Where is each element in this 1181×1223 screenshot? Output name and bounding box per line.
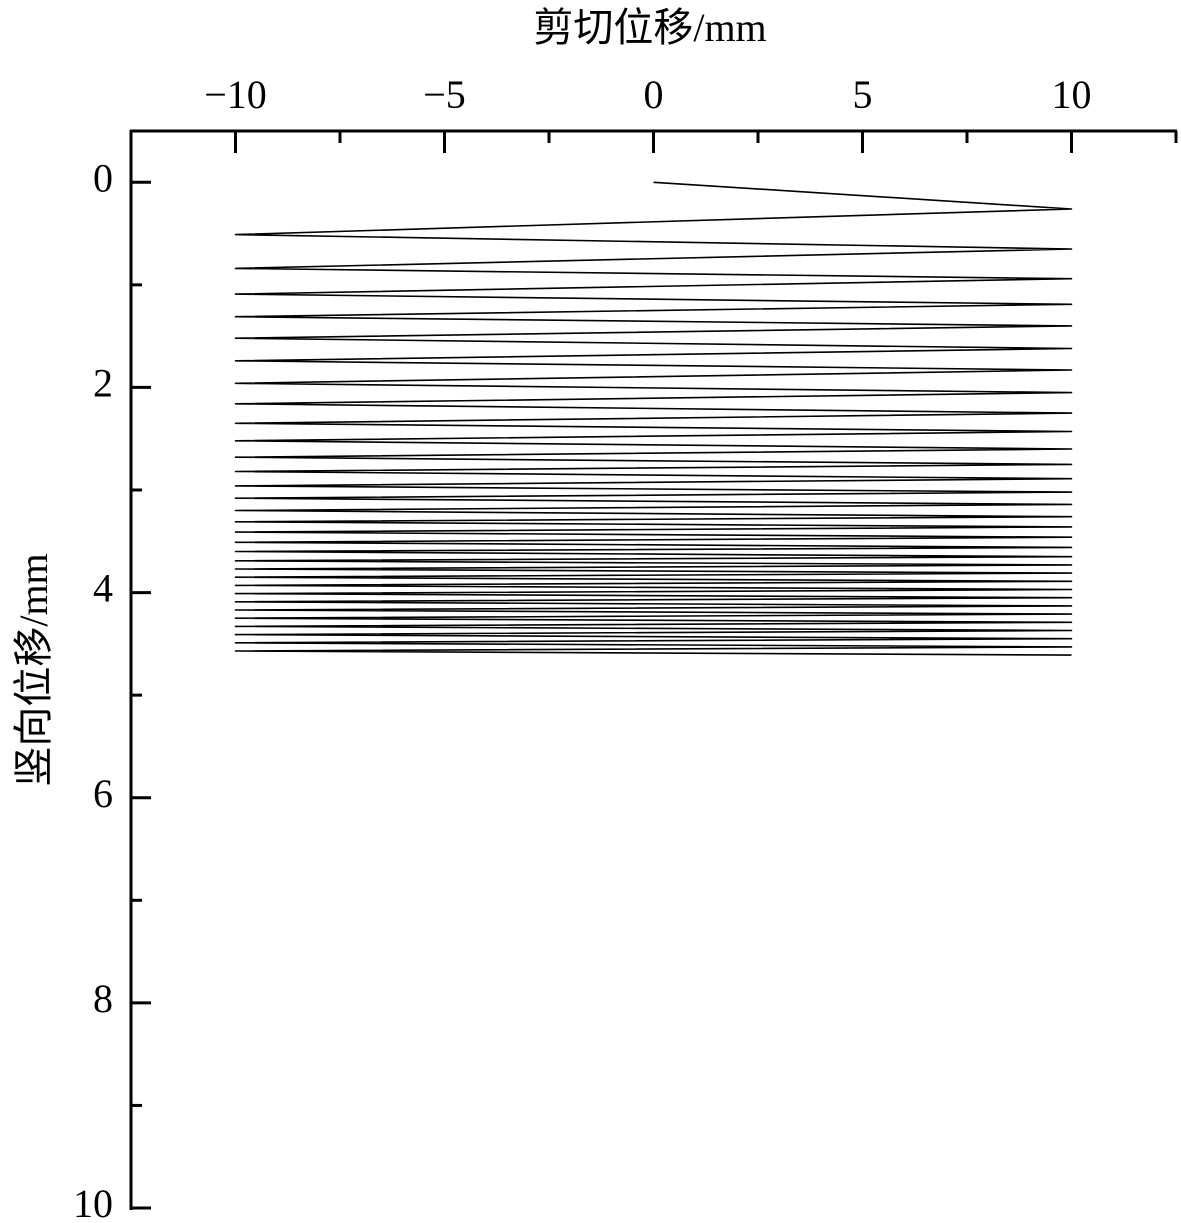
y-tick-label: 8 bbox=[93, 976, 113, 1021]
x-tick-label: 5 bbox=[853, 72, 873, 117]
x-tick-label: 10 bbox=[1052, 72, 1092, 117]
x-tick-label: −10 bbox=[204, 72, 267, 117]
data-line bbox=[234, 181, 1073, 656]
x-tick-label: 0 bbox=[644, 72, 664, 117]
y-axis-title: 竖向位移/mm bbox=[11, 553, 56, 786]
y-tick-label: 0 bbox=[93, 155, 113, 200]
x-tick-label: −5 bbox=[423, 72, 466, 117]
y-tick-label: 6 bbox=[93, 771, 113, 816]
y-tick-label: 10 bbox=[73, 1181, 113, 1223]
y-tick-label: 4 bbox=[93, 566, 113, 611]
y-tick-label: 2 bbox=[93, 361, 113, 406]
x-axis-title: 剪切位移/mm bbox=[533, 5, 766, 50]
